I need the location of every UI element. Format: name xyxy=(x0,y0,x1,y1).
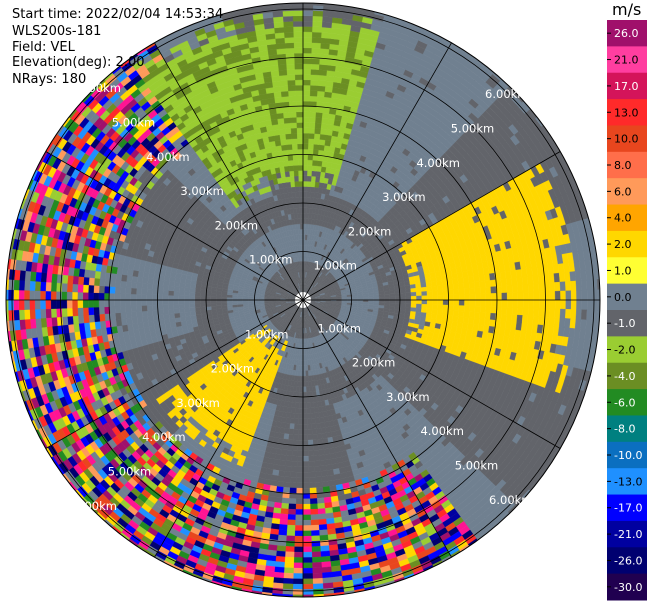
azimuth-spoke xyxy=(154,42,304,301)
ring-label: 3.00km xyxy=(386,390,429,404)
ring-label: 5.00km xyxy=(108,464,151,478)
colorbar-tick-label: -13.0 xyxy=(614,475,642,488)
colorbar-tick-label: -10.0 xyxy=(614,449,642,462)
colorbar-swatch xyxy=(607,494,647,522)
colorbar-swatch xyxy=(607,441,647,469)
azimuth-spoke xyxy=(302,299,452,558)
colorbar-swatch xyxy=(607,46,647,74)
colorbar-tick-label: 8.0 xyxy=(614,159,632,172)
colorbar-swatch xyxy=(607,547,647,575)
colorbar-tick-label: 10.0 xyxy=(614,133,639,146)
colorbar-swatch xyxy=(607,415,647,443)
colorbar-swatch xyxy=(607,20,647,47)
colorbar-tick-label: -26.0 xyxy=(614,554,642,567)
azimuth-spoke xyxy=(154,299,304,558)
colorbar-swatch xyxy=(607,178,647,206)
colorbar-swatch xyxy=(607,257,647,285)
colorbar-tick-label: 21.0 xyxy=(614,54,639,67)
colorbar-tick-label: 17.0 xyxy=(614,80,639,93)
colorbar-tick-label: 13.0 xyxy=(614,106,639,119)
colorbar-tick-label: 26.0 xyxy=(614,27,639,40)
ring-label: 2.00km xyxy=(348,224,391,238)
colorbar-tick-label: -6.0 xyxy=(614,396,635,409)
ring-label: 1.00km xyxy=(249,253,292,267)
colorbar-swatch xyxy=(607,520,647,548)
colorbar-swatch xyxy=(607,230,647,258)
colorbar-swatch xyxy=(607,151,647,179)
colorbar-swatch xyxy=(607,310,647,337)
colorbar-tick-label: 0.0 xyxy=(614,291,632,304)
start-time-label: Start time: 2022/02/04 14:53:34 xyxy=(12,7,224,22)
ring-label: 4.00km xyxy=(420,424,463,438)
colorbar-swatch xyxy=(607,362,647,390)
colorbar-title: m/s xyxy=(612,0,642,19)
colorbar-swatch xyxy=(607,468,647,496)
colorbar-swatch xyxy=(607,336,647,364)
colorbar-swatch xyxy=(607,283,647,311)
ring-label: 6.00km xyxy=(489,493,532,507)
colorbar-tick-label: 1.0 xyxy=(614,264,632,277)
colorbar: 26.0 21.0 17.0 13.0 10.0 8.0 6.0 4.0 2.0 1.0 0.0 -1… xyxy=(607,20,647,601)
ring-label: 6.00km xyxy=(485,87,528,101)
colorbar-tick-label: -21.0 xyxy=(614,528,642,541)
ring-label: 1.00km xyxy=(314,259,357,273)
ppi-plot-area: 1.00km 2.00km 3.00km 4.00km 5.00km 6.00km 1.00… xyxy=(5,2,601,598)
ring-label: 1.00km xyxy=(318,321,361,335)
colorbar-tick-label: 6.0 xyxy=(614,185,632,198)
colorbar-swatch xyxy=(607,72,647,100)
azimuth-spoke xyxy=(302,42,452,301)
colorbar-tick-label: -1.0 xyxy=(614,317,635,330)
colorbar-tick-label: -2.0 xyxy=(614,344,635,357)
ring-label: 4.00km xyxy=(416,156,459,170)
azimuth-spoke xyxy=(302,151,561,301)
colorbar-tick-label: -17.0 xyxy=(614,502,642,515)
instrument-label: WLS200s-181 xyxy=(12,24,102,39)
ring-label: 5.00km xyxy=(112,116,155,130)
ring-label: 2.00km xyxy=(215,218,258,232)
colorbar-swatch xyxy=(607,99,647,126)
elevation-label: Elevation(deg): 2.00 xyxy=(12,55,145,70)
ring-label: 3.00km xyxy=(180,184,223,198)
ring-label: 1.00km xyxy=(245,327,288,341)
nrays-label: NRays: 180 xyxy=(12,72,87,87)
ring-label: 4.00km xyxy=(142,430,185,444)
ring-label: 6.00km xyxy=(77,81,120,95)
colorbar-swatch xyxy=(607,389,647,416)
colorbar-tick-label: 2.0 xyxy=(614,238,632,251)
azimuth-spoke xyxy=(45,151,304,301)
colorbar-swatch xyxy=(607,573,647,601)
colorbar-tick-label: 4.0 xyxy=(614,212,632,225)
ring-label: 3.00km xyxy=(176,396,219,410)
ring-label: 5.00km xyxy=(451,122,494,136)
ring-label: 4.00km xyxy=(146,150,189,164)
colorbar-swatch xyxy=(607,125,647,153)
ring-label: 5.00km xyxy=(455,458,498,472)
colorbar-tick-label: -8.0 xyxy=(614,423,635,436)
ring-label: 2.00km xyxy=(211,362,254,376)
field-label: Field: VEL xyxy=(12,40,75,55)
azimuth-spoke xyxy=(302,299,561,449)
colorbar-tick-label: -4.0 xyxy=(614,370,635,383)
azimuth-spoke xyxy=(45,299,304,449)
colorbar-tick-label: -30.0 xyxy=(614,581,642,594)
ring-label: 3.00km xyxy=(382,190,425,204)
ring-label: 2.00km xyxy=(352,356,395,370)
colorbar-swatch xyxy=(607,204,647,232)
ring-label: 6.00km xyxy=(73,499,116,513)
